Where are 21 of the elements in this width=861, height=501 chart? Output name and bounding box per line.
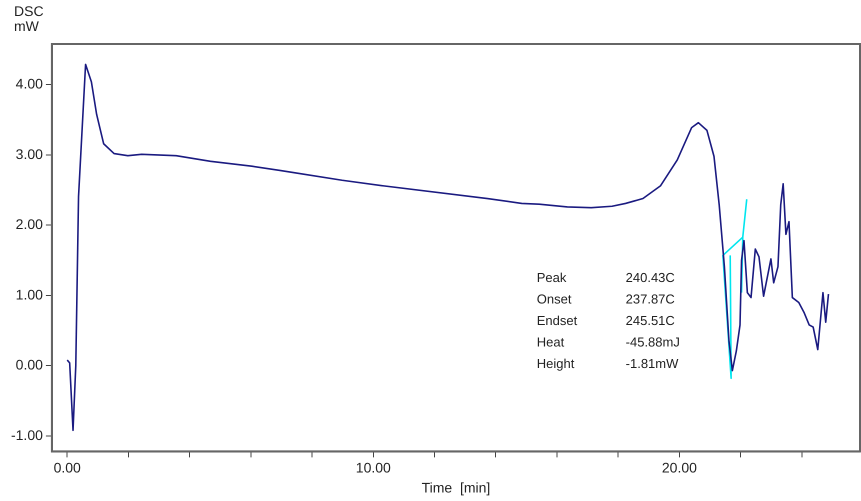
annotation: Endset [536,312,578,328]
annotation: Onset [536,291,572,306]
annotation: 237.87C [626,291,675,306]
y-tick-label: 2.00 [16,216,44,232]
annotation: -1.81mW [626,356,680,371]
y-tick-label: 1.00 [16,286,44,302]
y-tick-label: 4.00 [16,76,44,92]
y-tick-label: -1.00 [10,426,44,443]
x-tick-label: 0.00 [54,460,82,476]
x-axis-title: Time [min] [422,479,490,496]
y-tick-label: 3.00 [16,146,44,162]
annotation: 240.43C [626,270,675,285]
y-axis-title: DSC mW [14,3,44,34]
x-tick-label: 20.00 [662,460,698,476]
annotation: Height [536,356,575,371]
y-tick-label: 0.00 [16,356,44,373]
annotation: 245.51C [626,312,675,328]
annotation: Peak [536,270,567,285]
x-tick-label: 10.00 [356,460,392,476]
annotation: -45.88mJ [626,334,680,350]
annotation: Heat [536,334,565,350]
